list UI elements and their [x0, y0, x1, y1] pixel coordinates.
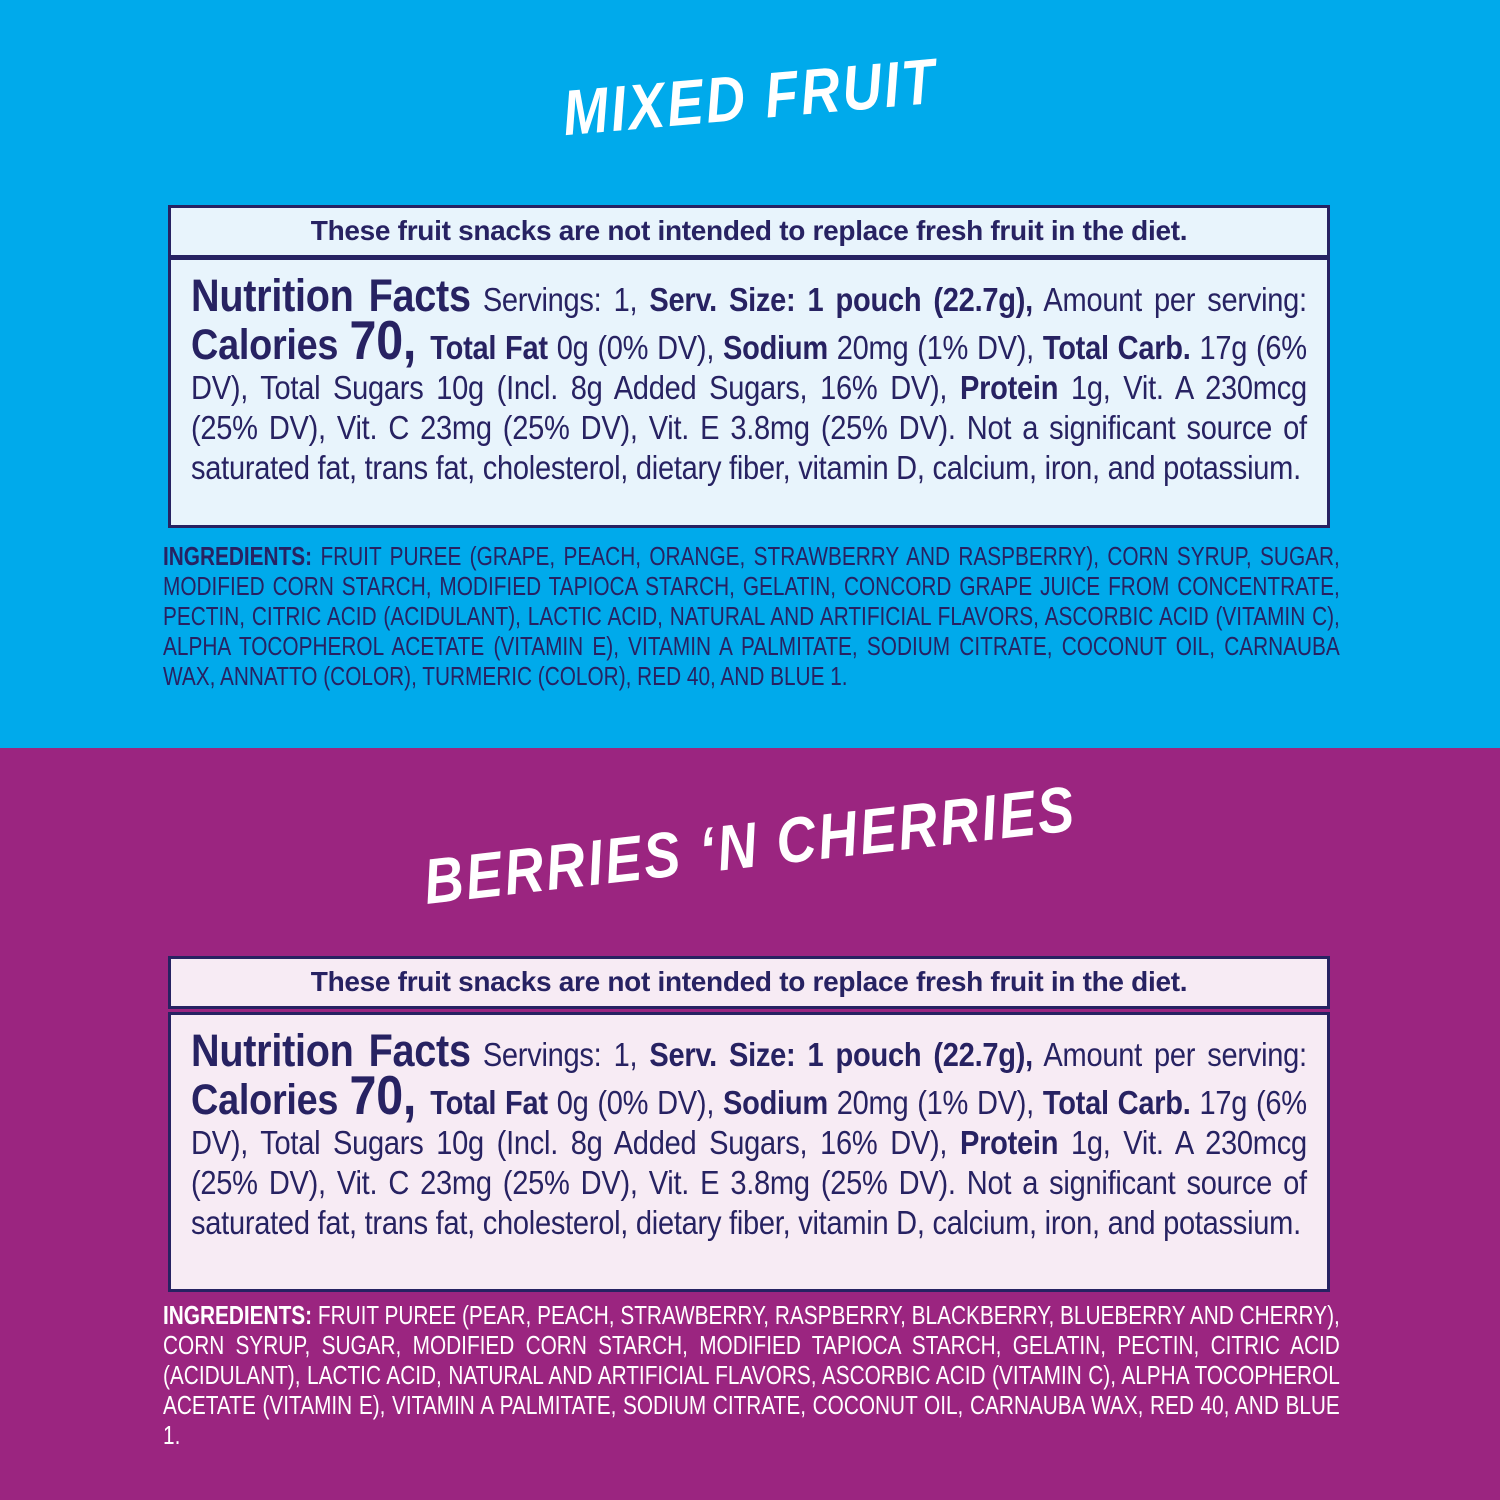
flavor-title-berries-n-cherries: BERRIES ‘N CHERRIES: [420, 772, 1080, 918]
panel-berries-n-cherries: BERRIES ‘N CHERRIES These fruit snacks a…: [0, 748, 1500, 1500]
flavor-title-mixed-fruit: MIXED FRUIT: [559, 44, 941, 150]
disclaimer-text: These fruit snacks are not intended to r…: [310, 966, 1188, 997]
nutrition-facts-text: Nutrition Facts Servings: 1, Serv. Size:…: [191, 1025, 1307, 1241]
panel-mixed-fruit: MIXED FRUIT These fruit snacks are not i…: [0, 0, 1500, 748]
ingredients-text: INGREDIENTS: FRUIT PUREE (PEAR, PEACH, S…: [163, 1300, 1340, 1450]
disclaimer-box: These fruit snacks are not intended to r…: [168, 205, 1330, 258]
nutrition-facts-box: Nutrition Facts Servings: 1, Serv. Size:…: [168, 1012, 1330, 1292]
disclaimer-box: These fruit snacks are not intended to r…: [168, 956, 1330, 1009]
disclaimer-text: These fruit snacks are not intended to r…: [310, 215, 1188, 246]
nutrition-facts-box: Nutrition Facts Servings: 1, Serv. Size:…: [168, 257, 1330, 528]
nutrition-facts-text: Nutrition Facts Servings: 1, Serv. Size:…: [191, 270, 1307, 486]
ingredients-text: INGREDIENTS: FRUIT PUREE (GRAPE, PEACH, …: [163, 541, 1340, 691]
